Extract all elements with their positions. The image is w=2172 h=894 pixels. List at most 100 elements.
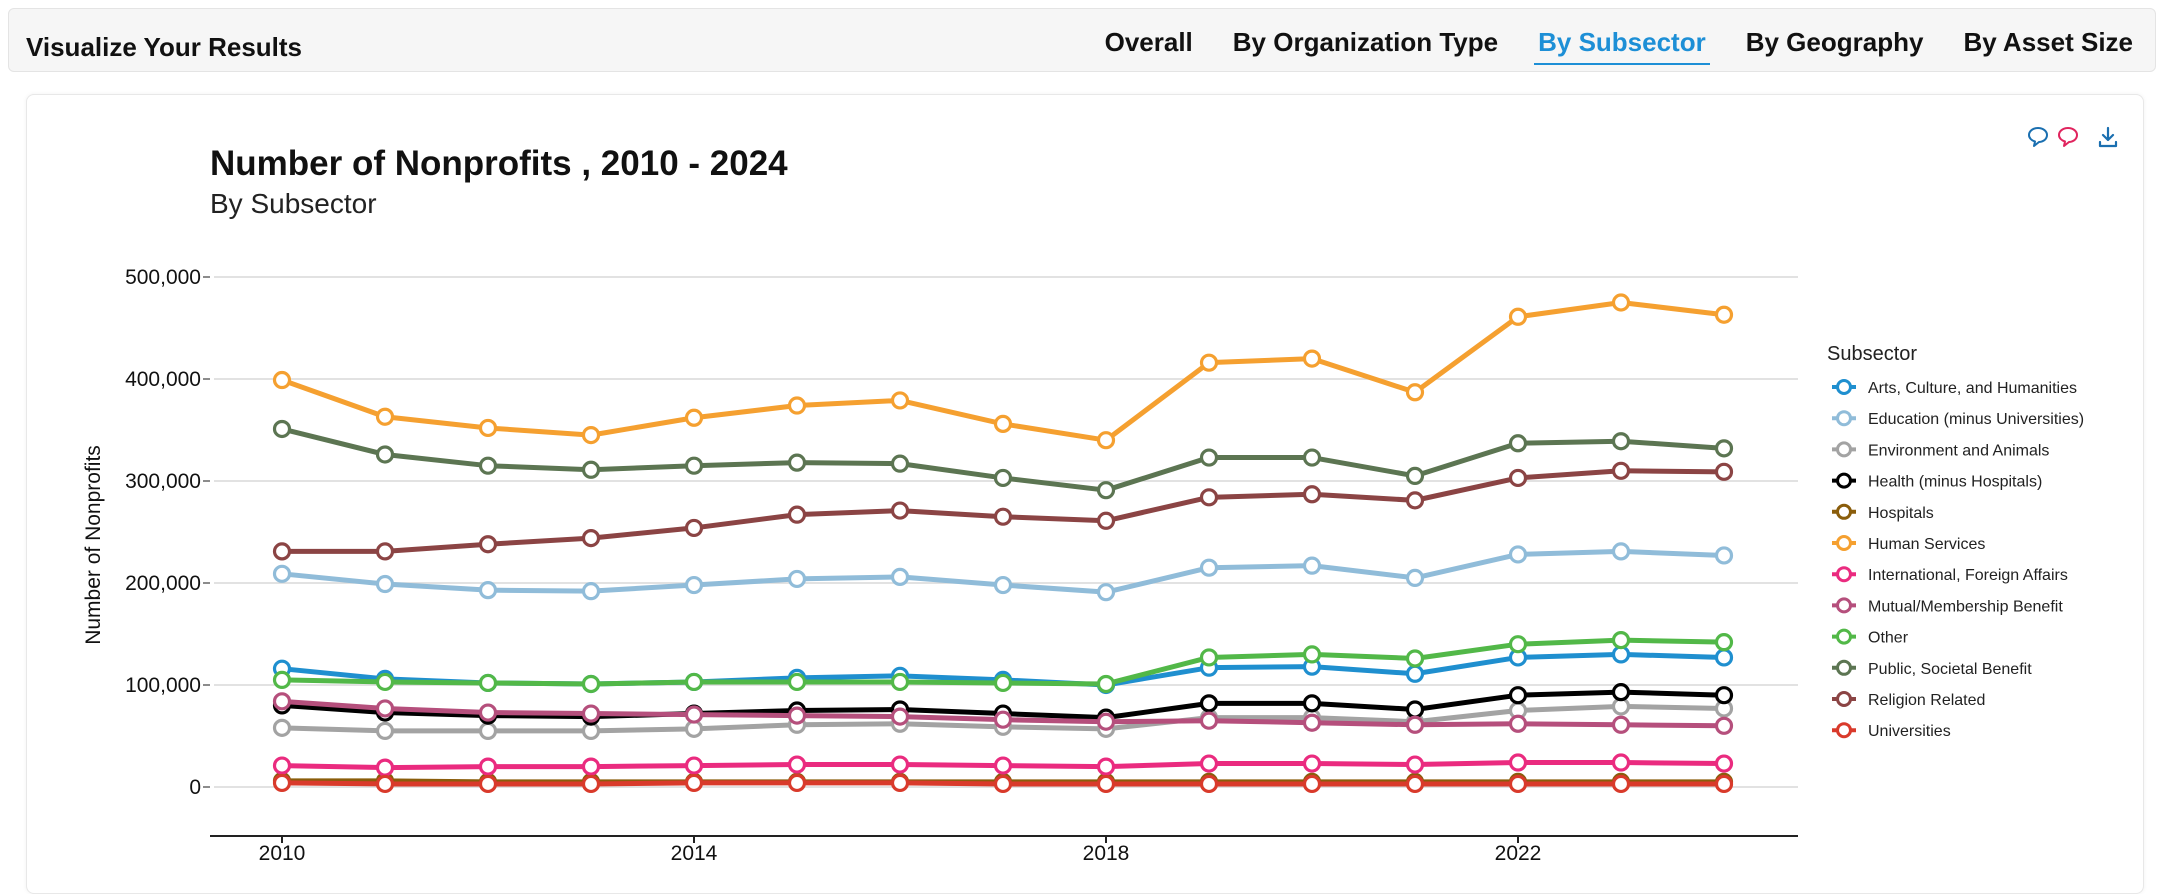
- tab-by-organization-type[interactable]: By Organization Type: [1232, 27, 1499, 57]
- data-point[interactable]: [1714, 774, 1734, 794]
- data-point[interactable]: [684, 575, 704, 595]
- data-point[interactable]: [478, 581, 498, 600]
- data-point[interactable]: [890, 672, 910, 692]
- data-point[interactable]: [1405, 774, 1425, 794]
- data-point[interactable]: [993, 756, 1013, 775]
- data-point[interactable]: [478, 456, 498, 475]
- legend-item-education-minus-universities[interactable]: Education (minus Universities): [1832, 410, 2084, 428]
- data-point[interactable]: [1199, 774, 1219, 794]
- data-point[interactable]: [1199, 353, 1219, 372]
- data-point[interactable]: [1405, 466, 1425, 485]
- data-point[interactable]: [1302, 485, 1322, 504]
- data-point[interactable]: [272, 370, 292, 390]
- data-point[interactable]: [478, 535, 498, 554]
- download-icon[interactable]: [2097, 125, 2119, 154]
- data-point[interactable]: [1508, 686, 1528, 705]
- data-point[interactable]: [1508, 468, 1528, 488]
- data-point[interactable]: [272, 419, 292, 439]
- data-point[interactable]: [1302, 754, 1322, 773]
- data-point[interactable]: [1611, 432, 1631, 451]
- data-point[interactable]: [1405, 664, 1425, 683]
- data-point[interactable]: [1508, 545, 1528, 564]
- data-point[interactable]: [478, 673, 498, 693]
- data-point[interactable]: [684, 518, 704, 538]
- data-point[interactable]: [1714, 716, 1734, 735]
- legend-item-human-services[interactable]: Human Services: [1832, 535, 1985, 553]
- legend-item-other[interactable]: Other: [1832, 628, 1909, 647]
- legend-item-environment-and-animals[interactable]: Environment and Animals: [1832, 441, 2049, 459]
- data-point[interactable]: [1611, 542, 1631, 561]
- data-point[interactable]: [993, 507, 1013, 526]
- legend-item-international-foreign-affairs[interactable]: International, Foreign Affairs: [1832, 566, 2068, 584]
- data-point[interactable]: [581, 674, 601, 694]
- comment-alt-icon[interactable]: [2057, 125, 2079, 154]
- data-point[interactable]: [581, 460, 601, 479]
- data-point[interactable]: [890, 454, 910, 473]
- data-point[interactable]: [993, 575, 1013, 595]
- comment-icon[interactable]: [2027, 125, 2049, 154]
- data-point[interactable]: [684, 456, 704, 475]
- data-point[interactable]: [1302, 556, 1322, 575]
- data-point[interactable]: [1611, 293, 1631, 312]
- data-point[interactable]: [581, 704, 601, 723]
- data-point[interactable]: [272, 564, 292, 583]
- tab-by-subsector[interactable]: By Subsector: [1534, 25, 1710, 65]
- data-point[interactable]: [1508, 714, 1528, 733]
- data-point[interactable]: [1096, 511, 1116, 530]
- data-point[interactable]: [1199, 754, 1219, 773]
- data-point[interactable]: [1405, 383, 1425, 402]
- data-point[interactable]: [993, 774, 1013, 794]
- data-point[interactable]: [1611, 683, 1631, 702]
- data-point[interactable]: [1302, 713, 1322, 732]
- legend-item-universities[interactable]: Universities: [1832, 722, 1951, 740]
- data-point[interactable]: [993, 468, 1013, 488]
- data-point[interactable]: [890, 707, 910, 726]
- data-point[interactable]: [1714, 462, 1734, 481]
- data-point[interactable]: [1302, 774, 1322, 794]
- data-point[interactable]: [1405, 568, 1425, 588]
- data-point[interactable]: [890, 755, 910, 774]
- data-point[interactable]: [684, 672, 704, 692]
- data-point[interactable]: [478, 418, 498, 438]
- data-point[interactable]: [1714, 546, 1734, 565]
- data-point[interactable]: [787, 453, 807, 472]
- data-point[interactable]: [272, 718, 292, 737]
- data-point[interactable]: [1096, 674, 1116, 694]
- data-point[interactable]: [581, 582, 601, 601]
- data-point[interactable]: [375, 699, 395, 718]
- data-point[interactable]: [684, 408, 704, 427]
- data-point[interactable]: [478, 721, 498, 741]
- data-point[interactable]: [1405, 715, 1425, 734]
- data-point[interactable]: [684, 773, 704, 793]
- data-point[interactable]: [890, 501, 910, 520]
- data-point[interactable]: [1714, 439, 1734, 458]
- tab-by-geography[interactable]: By Geography: [1745, 27, 1924, 57]
- data-point[interactable]: [1096, 774, 1116, 794]
- data-point[interactable]: [1405, 700, 1425, 719]
- data-point[interactable]: [684, 756, 704, 775]
- data-point[interactable]: [890, 391, 910, 410]
- data-point[interactable]: [1405, 755, 1425, 774]
- data-point[interactable]: [272, 756, 292, 775]
- data-point[interactable]: [1302, 645, 1322, 664]
- data-point[interactable]: [787, 569, 807, 589]
- data-point[interactable]: [1096, 583, 1116, 602]
- data-point[interactable]: [787, 706, 807, 725]
- data-point[interactable]: [684, 705, 704, 724]
- data-point[interactable]: [1096, 712, 1116, 731]
- data-point[interactable]: [1096, 481, 1116, 500]
- data-point[interactable]: [272, 670, 292, 690]
- data-point[interactable]: [1508, 753, 1528, 772]
- data-point[interactable]: [581, 529, 601, 548]
- data-point[interactable]: [1714, 633, 1734, 652]
- data-point[interactable]: [1199, 694, 1219, 713]
- data-point[interactable]: [375, 774, 395, 794]
- data-point[interactable]: [1611, 774, 1631, 794]
- data-point[interactable]: [375, 542, 395, 561]
- data-point[interactable]: [890, 773, 910, 793]
- data-point[interactable]: [272, 773, 292, 793]
- legend-item-arts-culture-and-humanities[interactable]: Arts, Culture, and Humanities: [1832, 379, 2077, 397]
- legend-item-religion-related[interactable]: Religion Related: [1832, 691, 1985, 709]
- data-point[interactable]: [581, 757, 601, 776]
- data-point[interactable]: [1199, 711, 1219, 730]
